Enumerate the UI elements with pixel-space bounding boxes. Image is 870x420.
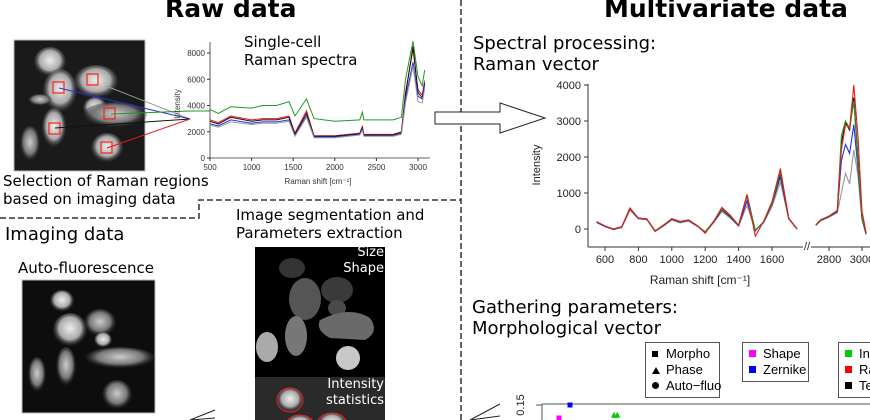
marker-legend: Morpho Phase Auto−fluo	[645, 342, 721, 398]
x-tick-label: 800	[629, 254, 647, 266]
scatter-point	[614, 411, 621, 418]
group-legend: Shape Zernike	[742, 342, 809, 382]
segmentation-caption-1: Image segmentation and	[236, 206, 425, 224]
x-tick-label: 600	[596, 254, 614, 266]
spectrum-line-red	[596, 84, 867, 238]
y-tick-label: 4000	[187, 102, 205, 111]
legend-label: Phase	[666, 362, 703, 377]
y-tick-label: 4000	[557, 80, 581, 92]
gathering-caption-1: Gathering parameters:	[472, 297, 678, 318]
red-swatch-icon	[845, 366, 852, 373]
y-tick-label: 0	[201, 154, 206, 163]
magenta-swatch-icon	[749, 350, 756, 357]
segmentation-caption-2: Parameters extraction	[236, 224, 403, 242]
legend-item-morpho: Morpho	[652, 346, 713, 362]
selection-caption-1: Selection of Raman regions	[3, 172, 209, 190]
x-tick-label: 2800	[817, 254, 841, 266]
legend-item-autofluo: Auto−fluo	[652, 378, 721, 394]
legend-item-shape: Shape	[749, 346, 802, 362]
x-tick-label: 3000	[409, 163, 427, 172]
y-axis-label: Intensity	[173, 89, 182, 119]
axis-break-mark: //	[804, 241, 811, 253]
green-swatch-icon	[845, 350, 852, 357]
spectrum-line-blue	[209, 62, 426, 138]
y-tick-label: 0	[575, 224, 581, 236]
y-tick-label: 0.15	[515, 394, 527, 415]
legend-label: Shape	[763, 346, 801, 361]
y-axis-label: Intensity	[531, 144, 543, 185]
autofluorescence-micrograph	[21, 279, 156, 414]
y-tick-label: 1000	[557, 188, 581, 200]
autofluorescence-label: Auto-fluorescence	[18, 259, 154, 277]
spectra-caption-2: Raman spectra	[244, 51, 358, 69]
roi-square	[100, 141, 113, 154]
x-axis-label: Raman shift [cm⁻¹]	[650, 273, 750, 287]
roi-square	[48, 122, 61, 135]
spectral-processing-caption-2: Raman vector	[473, 54, 599, 75]
scatter-point	[567, 402, 573, 408]
statistics-label: statistics	[326, 393, 384, 408]
legend-item-phase: Phase	[652, 362, 713, 378]
x-tick-label: 3000	[850, 254, 870, 266]
legend-item-ra: Ra	[845, 362, 870, 378]
gathering-caption-2: Morphological vector	[472, 318, 661, 339]
legend-label: Morpho	[666, 346, 711, 361]
x-tick-label: 1500	[284, 163, 302, 172]
spectrum-line-gray	[209, 66, 426, 139]
legend-label: Auto−fluo	[666, 378, 722, 393]
legend-item-in: In	[845, 346, 870, 362]
spectra-caption-1: Single-cell	[244, 33, 322, 51]
arrow-left-icon-2	[469, 403, 501, 420]
legend-label: Ra	[859, 362, 870, 377]
black-swatch-icon	[845, 382, 852, 389]
x-tick-label: 2500	[368, 163, 386, 172]
group-legend-2: In Ra Te	[838, 342, 870, 398]
scatter-point	[556, 415, 562, 420]
selection-caption-2: based on imaging data	[3, 190, 176, 208]
legend-label: Zernike	[763, 362, 807, 377]
spectrum-line-black	[209, 46, 426, 137]
y-tick-label: 8000	[187, 49, 205, 58]
shape-label: Shape	[343, 261, 384, 276]
segmentation-image	[255, 247, 385, 377]
x-tick-label: 1200	[693, 254, 717, 266]
x-tick-label: 2000	[326, 163, 344, 172]
x-tick-label: 1000	[660, 254, 684, 266]
blue-swatch-icon	[749, 366, 756, 373]
y-tick-label: 2000	[557, 152, 581, 164]
multivariate-data-title: Multivariate data	[604, 0, 848, 23]
intensity-label: Intensity	[327, 377, 384, 392]
spectral-processing-caption-1: Spectral processing:	[473, 33, 657, 54]
roi-square	[52, 81, 65, 94]
x-tick-label: 1000	[243, 163, 261, 172]
size-label: Size	[357, 245, 384, 260]
legend-item-te: Te	[845, 378, 870, 394]
intensity-image	[255, 377, 385, 420]
triangle-marker-icon	[652, 367, 660, 374]
separator-lines	[0, 0, 462, 420]
arrow-right-icon	[434, 102, 547, 134]
x-tick-label: 500	[203, 163, 217, 172]
raw-data-title: Raw data	[165, 0, 297, 23]
y-tick-label: 3000	[557, 116, 581, 128]
imaging-data-heading: Imaging data	[5, 224, 125, 245]
spectrum-line-green	[209, 41, 426, 122]
circle-marker-icon	[652, 382, 659, 389]
roi-markers	[48, 73, 116, 154]
roi-connector-lines	[54, 85, 210, 149]
y-tick-label: 6000	[187, 75, 205, 84]
square-marker-icon	[652, 351, 658, 357]
x-tick-label: 1400	[726, 254, 750, 266]
y-tick-label: 2000	[187, 128, 205, 137]
x-tick-label: 1600	[760, 254, 784, 266]
roi-square	[86, 73, 99, 86]
legend-label: Te	[859, 378, 870, 393]
legend-label: In	[859, 346, 870, 361]
legend-item-zernike: Zernike	[749, 362, 806, 378]
x-axis-label: Raman shift [cm⁻¹]	[285, 177, 352, 186]
